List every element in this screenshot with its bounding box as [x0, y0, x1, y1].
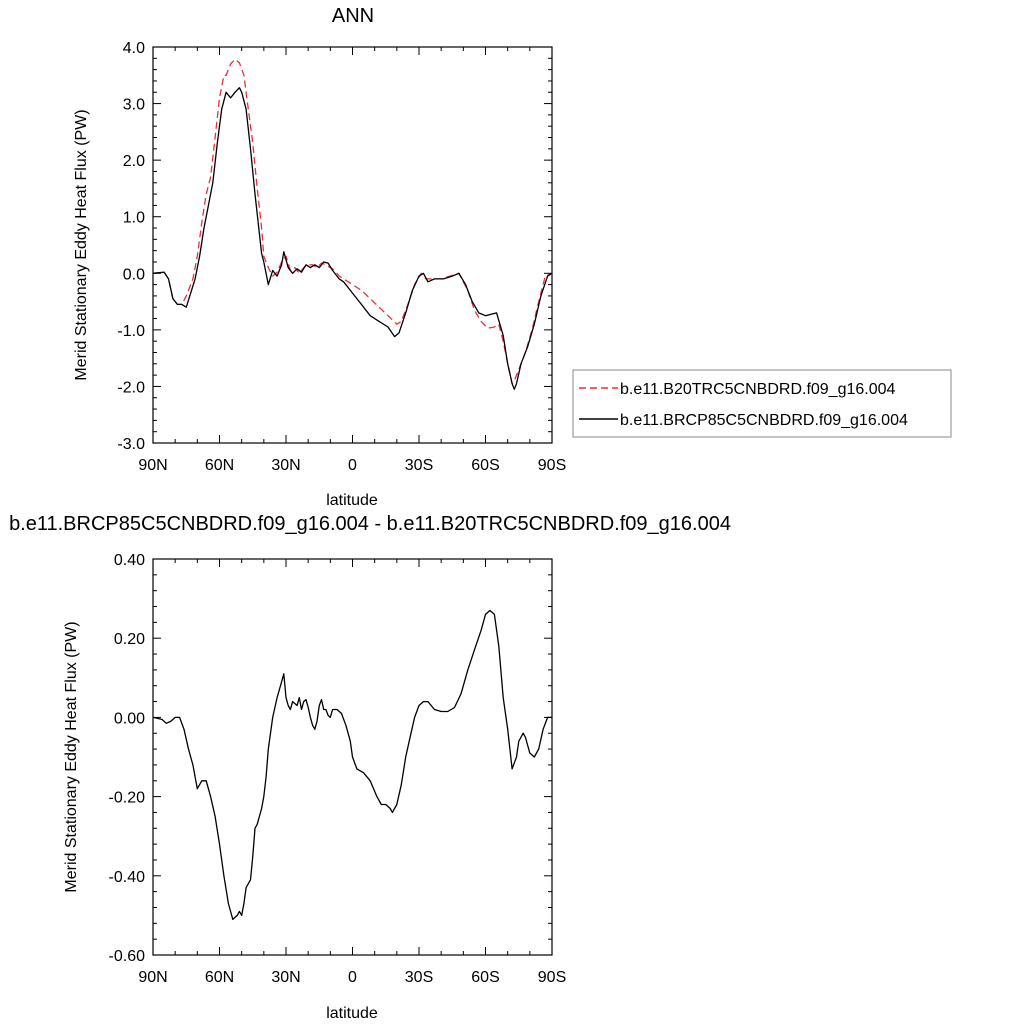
y-tick-label: 1.0 — [123, 210, 145, 227]
top-panel-title: ANN — [332, 5, 374, 27]
y-tick-label: 0.0 — [123, 266, 145, 283]
bottom-panel-title: b.e11.BRCP85C5CNBDRD.f09_g16.004 - b.e11… — [9, 513, 731, 535]
top-panel: ANN 90N 60N 30N 0 30S 60S 90S -3.0 -2.0 -1.0 0.0 1.… — [73, 5, 952, 509]
x-tick-label: 30S — [405, 969, 433, 986]
bottom-panel-ticks: 90N 60N 30N 0 30S 60S 90S -0.60 -0.40 -0.20 0.00 0.… — [109, 552, 567, 986]
x-tick-label: 90S — [538, 457, 566, 474]
y-tick-label: 3.0 — [123, 97, 145, 114]
x-tick-label: 60N — [205, 457, 234, 474]
top-panel-ylabel: Merid Stationary Eddy Heat Flux (PW) — [73, 109, 90, 380]
x-tick-label: 30N — [271, 457, 300, 474]
legend-box — [572, 369, 952, 438]
y-tick-label: -0.60 — [109, 948, 146, 965]
series-line-1 — [152, 87, 553, 390]
top-panel-ticks: 90N 60N 30N 0 30S 60S 90S -3.0 -2.0 -1.0 0.0 1.0 2.0… — [117, 40, 566, 474]
bottom-panel-series-group — [152, 609, 552, 921]
bottom-panel: b.e11.BRCP85C5CNBDRD.f09_g16.004 - b.e11… — [9, 513, 731, 1022]
x-tick-label: 30N — [271, 969, 300, 986]
bottom-panel-ylabel: Merid Stationary Eddy Heat Flux (PW) — [63, 621, 80, 892]
bottom-panel-xlabel: latitude — [326, 1005, 378, 1022]
y-tick-label: -3.0 — [117, 436, 145, 453]
series-line-0 — [152, 609, 552, 921]
y-tick-label: 0.20 — [114, 631, 145, 648]
y-tick-label: -0.20 — [109, 790, 146, 807]
legend-label-rcp85: b.e11.BRCP85C5CNBDRD.f09_g16.004 — [620, 412, 908, 429]
x-tick-label: 90N — [138, 969, 167, 986]
y-tick-label: 4.0 — [123, 40, 145, 57]
x-tick-label: 60S — [471, 969, 499, 986]
x-tick-label: 0 — [348, 457, 357, 474]
x-tick-label: 60S — [471, 457, 499, 474]
x-tick-label: 30S — [405, 457, 433, 474]
y-tick-label: -2.0 — [117, 379, 145, 396]
x-tick-label: 60N — [205, 969, 234, 986]
x-tick-label: 90S — [538, 969, 566, 986]
legend-label-historical: b.e11.B20TRC5CNBDRD.f09_g16.004 — [620, 381, 896, 398]
top-panel-frame — [152, 46, 553, 444]
y-tick-label: -0.40 — [109, 869, 146, 886]
top-panel-xlabel: latitude — [326, 492, 378, 509]
x-tick-label: 0 — [348, 969, 357, 986]
y-tick-label: 0.40 — [114, 552, 145, 569]
y-tick-label: -1.0 — [117, 323, 145, 340]
series-line-0 — [152, 58, 553, 385]
x-tick-label: 90N — [138, 457, 167, 474]
y-tick-label: 0.00 — [114, 710, 145, 727]
legend: b.e11.B20TRC5CNBDRD.f09_g16.004 b.e11.BR… — [572, 369, 952, 438]
top-panel-series-group — [152, 58, 553, 390]
y-tick-label: 2.0 — [123, 153, 145, 170]
